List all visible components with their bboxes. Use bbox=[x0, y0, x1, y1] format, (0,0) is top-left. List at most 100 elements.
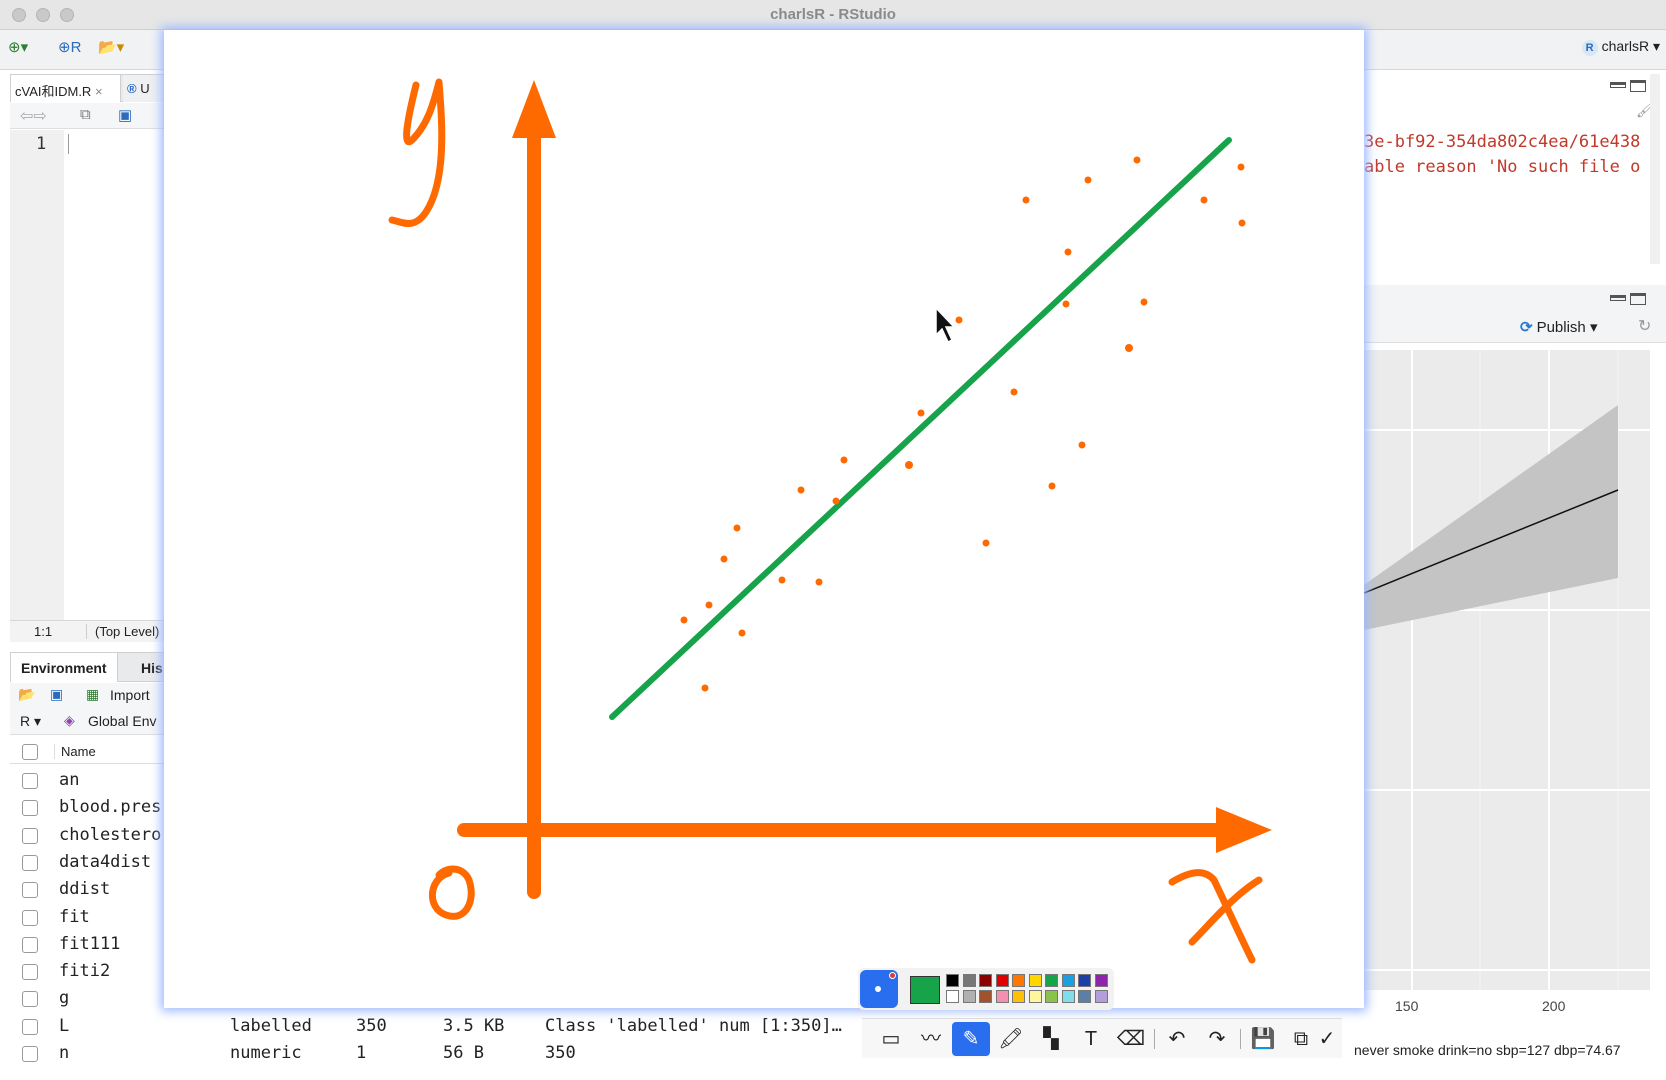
highlighter-tool-icon[interactable]: 🖍 bbox=[998, 1028, 1024, 1050]
current-color-swatch[interactable] bbox=[910, 976, 940, 1004]
environment-row[interactable]: an bbox=[10, 768, 860, 795]
y-axis-arrowhead bbox=[512, 80, 556, 138]
color-swatch[interactable] bbox=[979, 990, 992, 1003]
row-checkbox[interactable] bbox=[22, 800, 38, 817]
minimize-pane-icon[interactable] bbox=[1610, 82, 1626, 88]
color-swatch[interactable] bbox=[1078, 990, 1091, 1003]
color-swatch[interactable] bbox=[946, 990, 959, 1003]
save-drawing-icon[interactable]: 💾 bbox=[1250, 1028, 1276, 1050]
shape-tool-icon[interactable]: ▭ bbox=[881, 1028, 901, 1050]
environment-row[interactable]: ddist bbox=[10, 877, 860, 904]
data-point bbox=[680, 616, 688, 624]
back-forward-icon[interactable]: ⇦⇨ bbox=[20, 108, 47, 125]
color-swatch[interactable] bbox=[1028, 990, 1042, 1003]
regression-line-stroke bbox=[609, 137, 1232, 720]
row-checkbox[interactable] bbox=[22, 936, 38, 953]
redo-icon[interactable]: ↷ bbox=[1208, 1028, 1226, 1050]
tab-history[interactable]: His bbox=[141, 660, 163, 676]
mosaic-tool-icon[interactable]: ▚ bbox=[1043, 1028, 1059, 1050]
row-checkbox[interactable] bbox=[22, 991, 38, 1008]
select-all-checkbox[interactable] bbox=[22, 744, 38, 760]
toolbar-divider bbox=[1240, 1029, 1241, 1049]
annotation-canvas[interactable] bbox=[164, 30, 1364, 1008]
row-checkbox[interactable] bbox=[22, 1046, 38, 1062]
row-checkbox[interactable] bbox=[22, 882, 38, 899]
new-file-icon[interactable]: ⊕▾ bbox=[8, 39, 29, 56]
color-swatch[interactable] bbox=[1078, 974, 1091, 987]
color-swatch[interactable] bbox=[1094, 974, 1108, 987]
row-checkbox[interactable] bbox=[22, 773, 38, 789]
eraser-tool-icon[interactable]: ⌫ bbox=[1116, 1028, 1146, 1050]
color-swatch[interactable] bbox=[962, 974, 976, 987]
undo-icon[interactable]: ↶ bbox=[1168, 1028, 1186, 1050]
color-swatch[interactable] bbox=[1061, 990, 1075, 1003]
save-icon[interactable]: ▣ bbox=[118, 107, 133, 124]
minimize-pane-icon[interactable] bbox=[1610, 295, 1626, 301]
environment-row[interactable]: fiti2 bbox=[10, 959, 860, 986]
code-editor[interactable]: 1 bbox=[10, 130, 170, 620]
close-window-button[interactable] bbox=[12, 8, 26, 22]
color-swatch[interactable] bbox=[979, 974, 992, 987]
data-point bbox=[815, 578, 823, 586]
variable-name: blood.pres bbox=[59, 797, 162, 818]
color-swatch[interactable] bbox=[995, 974, 1009, 987]
pen-tool-icon[interactable]: ✎ bbox=[952, 1022, 990, 1056]
clear-console-icon[interactable]: 🖌 bbox=[1636, 102, 1654, 118]
row-checkbox[interactable] bbox=[22, 854, 38, 871]
refresh-icon[interactable]: ↻ bbox=[1638, 318, 1652, 335]
mouse-cursor-icon bbox=[935, 306, 956, 344]
open-workspace-icon[interactable]: 📂 bbox=[18, 686, 36, 702]
row-checkbox[interactable] bbox=[22, 909, 38, 926]
new-project-icon[interactable]: ⊕R bbox=[58, 39, 82, 56]
pen-size-button[interactable] bbox=[860, 970, 898, 1008]
color-swatch[interactable] bbox=[1094, 990, 1108, 1003]
console-scrollbar[interactable] bbox=[1650, 74, 1660, 264]
environment-row[interactable]: blood.pres bbox=[10, 795, 860, 822]
color-swatch[interactable] bbox=[962, 990, 976, 1003]
environment-row[interactable]: cholestero bbox=[10, 823, 860, 850]
row-checkbox[interactable] bbox=[22, 964, 38, 981]
environment-row[interactable]: data4dist bbox=[10, 850, 860, 877]
zoom-window-button[interactable] bbox=[60, 8, 74, 22]
language-select[interactable]: R ▾ bbox=[20, 713, 42, 729]
color-swatch[interactable] bbox=[995, 990, 1009, 1003]
maximize-pane-icon[interactable] bbox=[1630, 80, 1646, 92]
environment-row[interactable]: fit bbox=[10, 905, 860, 932]
copy-drawing-icon[interactable]: ⧉ bbox=[1293, 1028, 1309, 1050]
line-tool-icon[interactable]: 〰 bbox=[921, 1028, 941, 1050]
tab-environment[interactable]: Environment bbox=[11, 653, 118, 682]
color-swatch[interactable] bbox=[1045, 990, 1058, 1003]
import-dataset-button[interactable]: Import bbox=[110, 687, 150, 703]
maximize-pane-icon[interactable] bbox=[1630, 293, 1646, 305]
environment-scope-select[interactable]: Global Env bbox=[88, 713, 157, 729]
row-checkbox[interactable] bbox=[22, 1018, 38, 1035]
minimize-window-button[interactable] bbox=[36, 8, 50, 22]
close-tab-icon[interactable]: × bbox=[94, 84, 103, 99]
color-swatch[interactable] bbox=[1012, 974, 1025, 987]
environment-row[interactable]: g bbox=[10, 986, 860, 1013]
variable-length: 350 bbox=[356, 1015, 387, 1036]
color-swatch[interactable] bbox=[1012, 990, 1025, 1003]
environment-row[interactable]: n numeric 1 56 B 350 bbox=[10, 1041, 860, 1068]
save-workspace-icon[interactable]: ▣ bbox=[50, 686, 64, 702]
show-in-window-icon[interactable]: ⧉ bbox=[80, 106, 91, 123]
color-swatch[interactable] bbox=[1061, 974, 1075, 987]
done-checkmark-icon[interactable]: ✓ bbox=[1318, 1028, 1336, 1050]
environment-toolbar: 📂 ▣ ▦ Import bbox=[10, 683, 170, 709]
text-tool-icon[interactable]: T bbox=[1084, 1028, 1098, 1050]
row-checkbox[interactable] bbox=[22, 827, 38, 844]
tab-source-file[interactable]: cVAI和IDM.R × bbox=[11, 75, 121, 102]
variable-value: Class 'labelled' num [1:350]… bbox=[545, 1015, 842, 1036]
color-swatch[interactable] bbox=[1045, 974, 1058, 987]
environment-row[interactable]: fit111 bbox=[10, 932, 860, 959]
name-column-header[interactable]: Name bbox=[54, 744, 96, 759]
drawing-toolbar: ▭ 〰 ✎ 🖍 ▚ T ⌫ ↶ ↷ 💾 ⧉ ✓ bbox=[862, 1018, 1342, 1058]
color-swatch[interactable] bbox=[946, 974, 959, 987]
scope-label[interactable]: (Top Level) bbox=[86, 624, 159, 639]
publish-button[interactable]: ⟳ Publish ▾ bbox=[1520, 319, 1598, 336]
open-folder-icon[interactable]: 📂▾ bbox=[98, 39, 125, 56]
console-pane[interactable]: 3e-bf92-354da802c4ea/61e438 able reason … bbox=[1364, 70, 1666, 280]
color-swatch[interactable] bbox=[1028, 974, 1042, 987]
